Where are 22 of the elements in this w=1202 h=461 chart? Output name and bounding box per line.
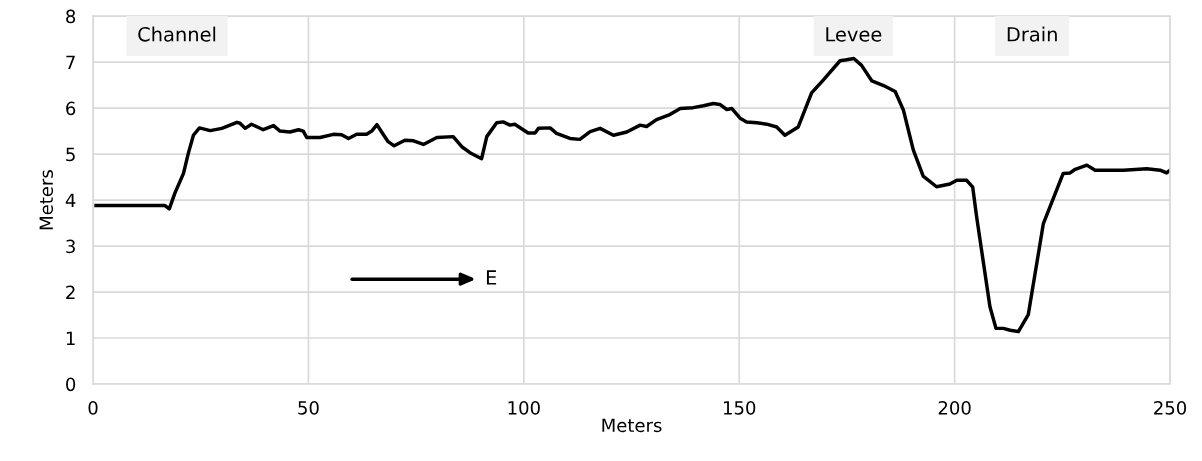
y-tick-label: 6: [66, 101, 76, 116]
y-tick-label: 4: [65, 193, 76, 207]
annotation: Drain: [1007, 26, 1057, 42]
x-tick-label: 250: [1154, 401, 1187, 415]
y-tick-label: 5: [66, 147, 75, 162]
x-tick-label: 0: [88, 401, 98, 415]
x-tick-label: 200: [938, 401, 971, 415]
y-tick-label: 0: [66, 377, 76, 392]
y-axis-title: Meters: [39, 170, 54, 230]
line-series: [94, 56, 1171, 334]
x-tick-label: 50: [298, 401, 319, 415]
x-axis-title: Meters: [602, 418, 662, 433]
x-tick-label: 150: [723, 401, 756, 415]
y-tick-label: 1: [66, 331, 75, 345]
y-tick-label: 8: [66, 9, 76, 24]
x-tick-label: 100: [508, 401, 540, 415]
y-tick-label: 3: [66, 239, 75, 254]
annotation: E: [486, 270, 497, 285]
annotation: Levee: [826, 27, 882, 42]
y-tick-label: 2: [66, 285, 75, 299]
annotation: Channel: [138, 26, 216, 42]
y-tick-label: 7: [66, 55, 75, 69]
